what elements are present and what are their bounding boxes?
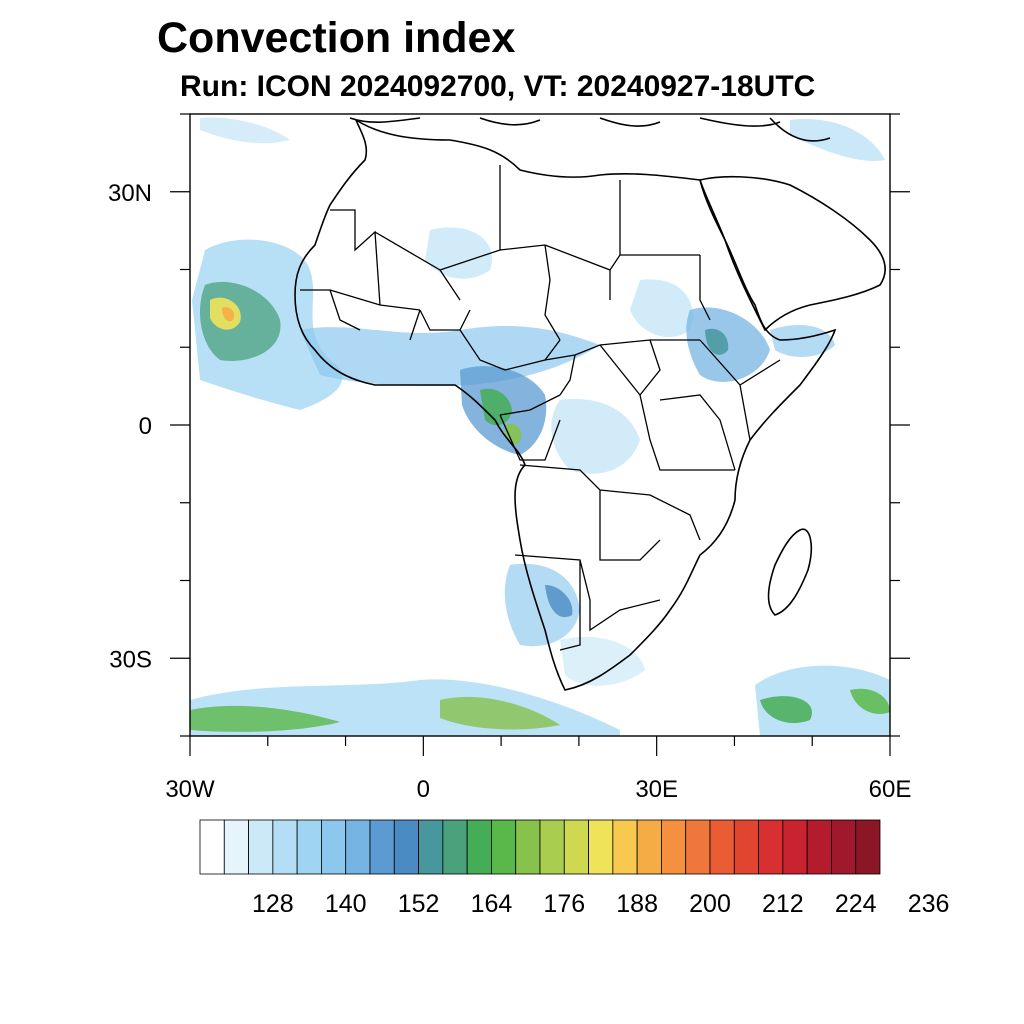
colorbar-swatch [539, 819, 565, 875]
colorbar-swatch [369, 819, 395, 875]
colorbar-swatch [491, 819, 517, 875]
colorbar-swatch [345, 819, 371, 875]
field-somalia [770, 325, 835, 357]
field-sudan [630, 279, 693, 338]
field-atlantic-hot2 [222, 307, 235, 322]
field-southern-ocean-east-core2 [850, 688, 890, 714]
colorbar-swatch [199, 819, 225, 875]
colorbar-label: 164 [471, 890, 513, 918]
border-lines-south [514, 464, 701, 651]
field-arabia-sea [790, 119, 885, 161]
colorbar-swatch [612, 819, 638, 875]
lon-tick-label: 60E [869, 776, 912, 803]
colorbar-swatch [855, 819, 881, 875]
colorbar-swatch [709, 819, 735, 875]
lon-tick-label: 0 [417, 776, 430, 803]
arabia-coastline [699, 175, 886, 332]
field-north-atlantic [200, 117, 290, 144]
colorbar-label: 176 [543, 890, 585, 918]
colorbar-swatch [296, 819, 322, 875]
colorbar-swatch [588, 819, 614, 875]
madagascar-coastline [767, 528, 812, 616]
colorbar-swatch [636, 819, 662, 875]
colorbar-swatch [782, 819, 808, 875]
colorbar-swatch [418, 819, 444, 875]
colorbar-swatch [563, 819, 589, 875]
field-chad [425, 227, 492, 279]
lon-tick-label: 30W [165, 776, 215, 803]
field-namibia-core [545, 585, 573, 618]
field-south-africa [560, 636, 645, 686]
europe-coastline [349, 117, 831, 142]
colorbar-swatch [831, 819, 857, 875]
colorbar-swatch [515, 819, 541, 875]
chart-title: Convection index [157, 14, 516, 62]
field-gulf-core [480, 388, 512, 426]
colorbar-swatch [442, 819, 468, 875]
lon-tick-label: 30E [635, 776, 678, 803]
field-southern-ocean-east-core [760, 696, 812, 724]
lat-tick-label: 30N [108, 180, 152, 207]
chart-subtitle: Run: ICON 2024092700, VT: 20240927-18UTC [180, 70, 816, 103]
colorbar-label: 212 [762, 890, 804, 918]
colorbar-label: 152 [398, 890, 440, 918]
field-southern-ocean-west-core [190, 705, 340, 732]
border-lines-east [639, 255, 781, 471]
border-lines-north [330, 165, 700, 341]
colorbar-label: 200 [689, 890, 731, 918]
field-ethiopia-core [705, 328, 729, 355]
field-ethiopia [686, 307, 770, 382]
colorbar-label: 224 [835, 890, 877, 918]
colorbar-label: 128 [252, 890, 294, 918]
colorbar-swatch [223, 819, 249, 875]
field-gabon-core [504, 423, 522, 445]
colorbar-label: 140 [325, 890, 367, 918]
country-borders [300, 165, 781, 651]
colorbar: 128 140 152 164 176 188 200 212 224 236 [199, 819, 950, 918]
colorbar-swatch [758, 819, 784, 875]
coastlines [294, 117, 886, 691]
colorbar-swatch [733, 819, 759, 875]
colorbar-swatch [248, 819, 274, 875]
lat-tick-label: 0 [139, 413, 152, 440]
border-lines-west [300, 289, 561, 371]
colorbar-label: 188 [616, 890, 658, 918]
convection-field [190, 117, 890, 736]
field-namibia [504, 563, 580, 647]
field-southern-ocean-mid [440, 696, 560, 730]
field-sahel [300, 325, 600, 387]
border-lines-central [499, 339, 700, 461]
colorbar-swatch [272, 819, 298, 875]
field-central [551, 399, 640, 474]
colorbar-swatch [393, 819, 419, 875]
colorbar-swatch [321, 819, 347, 875]
colorbar-swatch [466, 819, 492, 875]
lat-tick-label: 30S [109, 646, 152, 673]
map-axes: 30W 0 30E 60E 30N 0 30S [108, 113, 912, 803]
colorbar-swatch [806, 819, 832, 875]
colorbar-label: 236 [908, 890, 950, 918]
colorbar-swatch [685, 819, 711, 875]
colorbar-swatch [661, 819, 687, 875]
